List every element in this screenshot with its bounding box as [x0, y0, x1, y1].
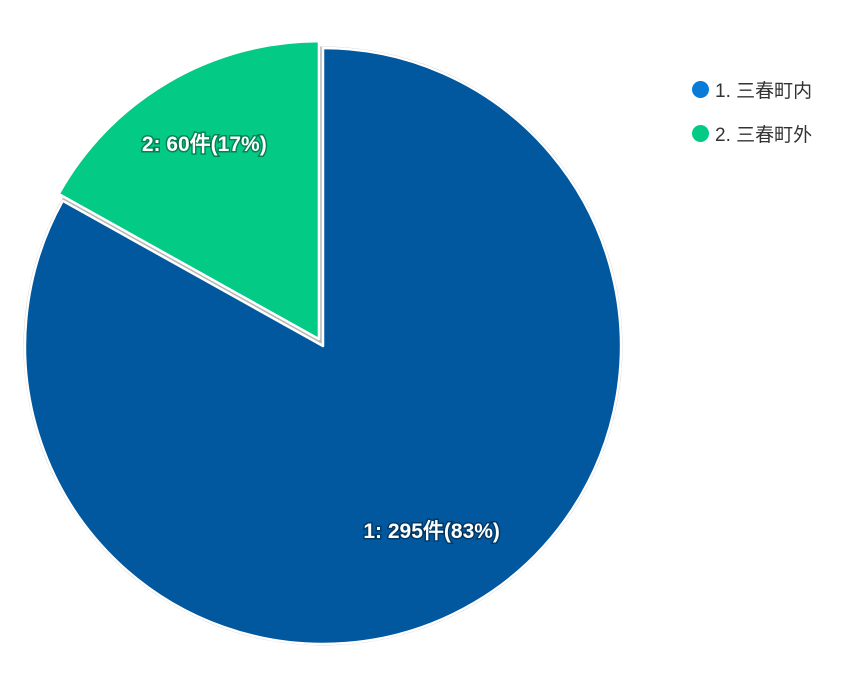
legend: 1. 三春町内 2. 三春町外 — [692, 78, 812, 166]
legend-item-1[interactable]: 1. 三春町内 — [692, 78, 813, 102]
legend-marker-1 — [692, 80, 709, 98]
pie-slices — [23, 39, 623, 646]
legend-label-2: 2. 三春町外 — [715, 124, 813, 146]
pie-slice-1[interactable] — [23, 46, 623, 646]
slice-label-2: 2: 60件(17%) — [142, 133, 267, 156]
slice-label-1: 1: 295件(83%) — [363, 520, 500, 543]
legend-marker-2 — [692, 124, 709, 142]
pie-labels: 1: 295件(83%) 2: 60件(17%) — [140, 131, 501, 544]
pie-slice-2[interactable] — [57, 39, 321, 341]
legend-item-2[interactable]: 2. 三春町外 — [692, 122, 813, 146]
legend-label-1: 1. 三春町内 — [715, 80, 813, 102]
